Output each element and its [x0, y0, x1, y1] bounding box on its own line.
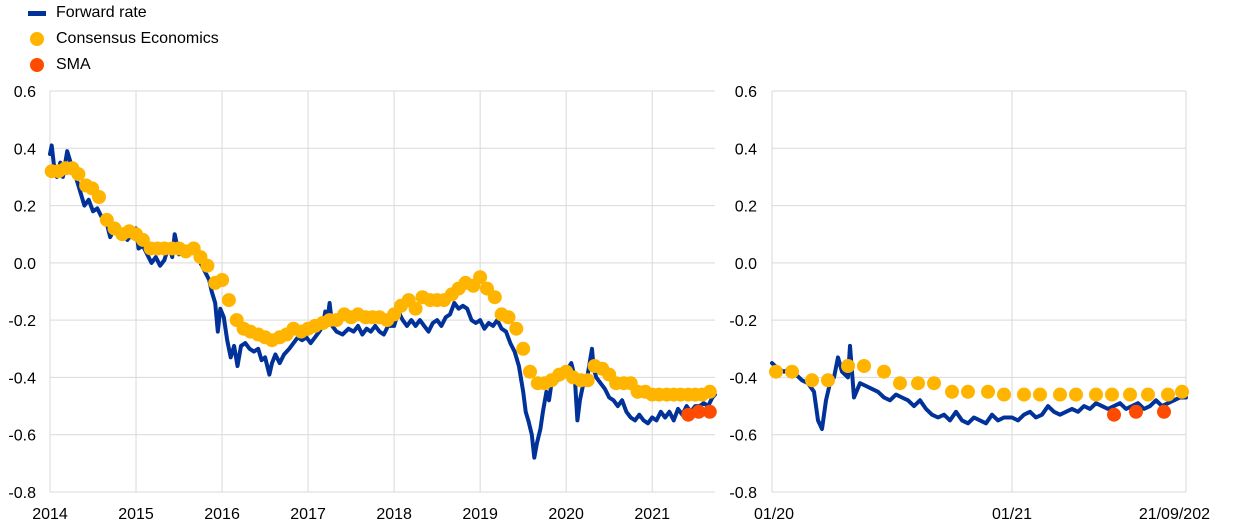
y-tick-label: 0.2 — [14, 199, 36, 216]
data-point-consensus-economics — [805, 373, 819, 388]
y-tick-label: -0.8 — [8, 485, 36, 502]
data-point-consensus-economics — [945, 384, 959, 399]
data-point-consensus-economics — [821, 373, 835, 388]
data-point-consensus-economics — [473, 270, 488, 285]
data-point-consensus-economics — [911, 376, 925, 391]
data-point-sma — [1107, 407, 1121, 422]
data-point-consensus-economics — [221, 293, 236, 308]
data-point-consensus-economics — [215, 273, 230, 287]
x-tick-label: 2016 — [204, 506, 240, 523]
data-point-consensus-economics — [200, 258, 215, 273]
data-point-consensus-economics — [785, 364, 799, 379]
y-tick-label: 0.4 — [14, 141, 36, 158]
legend-item-consensus-economics: Consensus Economics — [22, 26, 219, 52]
y-tick-label: -0.4 — [8, 370, 36, 387]
y-tick-label: 0.6 — [735, 84, 757, 101]
x-tick-label: 2017 — [290, 506, 326, 523]
data-point-consensus-economics — [997, 387, 1011, 402]
y-tick-label: -0.2 — [8, 313, 36, 330]
data-point-consensus-economics — [1141, 387, 1155, 402]
legend-swatch-sma — [30, 58, 44, 72]
data-point-consensus-economics — [1053, 387, 1067, 402]
data-point-consensus-economics — [501, 310, 516, 325]
y-tick-label: 0.6 — [14, 84, 36, 101]
y-tick-label: -0.8 — [729, 485, 757, 502]
legend-item-sma: SMA — [22, 52, 219, 78]
y-tick-label: 0.4 — [735, 141, 757, 158]
data-point-consensus-economics — [1017, 387, 1031, 402]
data-point-sma — [1129, 404, 1143, 419]
data-point-sma — [1157, 404, 1171, 419]
legend-item-forward-rate: Forward rate — [22, 0, 219, 26]
y-tick-label: -0.6 — [729, 428, 757, 445]
data-point-consensus-economics — [841, 359, 855, 373]
x-tick-label: 2019 — [462, 506, 498, 523]
y-tick-label: 0.0 — [14, 256, 36, 273]
data-point-consensus-economics — [877, 364, 891, 379]
x-tick-label: 2020 — [548, 506, 584, 523]
legend-label-consensus-economics: Consensus Economics — [56, 30, 219, 47]
y-tick-label: 0.2 — [735, 199, 757, 216]
data-point-consensus-economics — [487, 290, 502, 305]
legend-label-sma: SMA — [56, 56, 91, 73]
data-point-consensus-economics — [927, 376, 941, 391]
y-tick-label: 0.0 — [735, 256, 757, 273]
data-point-consensus-economics — [71, 167, 86, 182]
data-point-consensus-economics — [1161, 387, 1175, 402]
series-line-forward-rate — [48, 143, 717, 460]
data-point-consensus-economics — [769, 364, 783, 379]
legend: Forward rate Consensus Economics SMA — [22, 0, 219, 78]
chart-panel-1: 0.6 0.4 0.2 0.0 -0.2 -0.4 -0.6 -0.8 2014 2015 2016… — [8, 84, 717, 523]
data-point-sma — [702, 404, 717, 419]
data-point-consensus-economics — [702, 384, 717, 399]
chart-panel-2: 0.6 0.4 0.2 0.0 -0.2 -0.4 -0.6 -0.8 01/20 01/21 21… — [729, 84, 1210, 523]
y-tick-label: -0.4 — [729, 370, 757, 387]
legend-label-forward-rate: Forward rate — [56, 4, 147, 21]
data-point-consensus-economics — [1069, 387, 1083, 402]
data-point-consensus-economics — [92, 190, 106, 204]
data-point-consensus-economics — [961, 384, 975, 399]
data-point-consensus-economics — [523, 364, 537, 379]
x-tick-label: 21/09/202 — [1139, 506, 1210, 523]
data-point-consensus-economics — [1033, 387, 1047, 402]
data-point-consensus-economics — [981, 384, 995, 399]
y-tick-label: -0.6 — [8, 428, 36, 445]
data-point-consensus-economics — [1105, 387, 1119, 402]
x-tick-label: 2015 — [118, 506, 154, 523]
data-point-consensus-economics — [516, 341, 531, 356]
x-tick-label: 01/21 — [992, 506, 1032, 523]
y-tick-label: -0.2 — [729, 313, 757, 330]
x-tick-label: 2021 — [634, 506, 670, 523]
x-tick-label: 01/20 — [754, 506, 794, 523]
x-tick-label: 2018 — [376, 506, 412, 523]
legend-swatch-forward-rate — [28, 11, 46, 16]
data-point-consensus-economics — [893, 376, 907, 391]
legend-swatch-consensus-economics — [30, 32, 44, 46]
data-point-consensus-economics — [1089, 387, 1103, 402]
data-point-consensus-economics — [408, 301, 423, 316]
data-point-consensus-economics — [580, 373, 595, 388]
data-point-consensus-economics — [857, 359, 871, 373]
x-tick-label: 2014 — [32, 506, 68, 523]
data-point-consensus-economics — [1175, 384, 1189, 399]
data-point-sma — [691, 404, 706, 419]
data-point-consensus-economics — [509, 321, 524, 336]
data-point-consensus-economics — [1123, 387, 1137, 402]
series-line-forward-rate — [770, 343, 1188, 431]
